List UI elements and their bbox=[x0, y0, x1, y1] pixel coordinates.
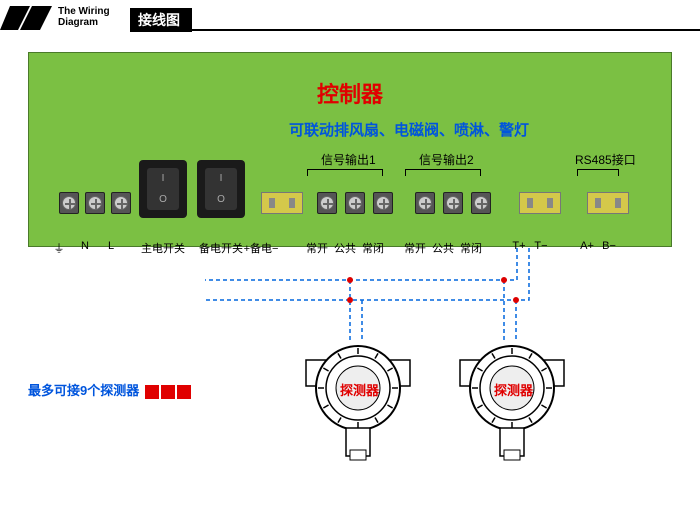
detector-unit bbox=[298, 332, 418, 472]
detector-icon bbox=[298, 332, 418, 472]
terminal-label: T+ bbox=[512, 240, 525, 252]
ellipsis-square bbox=[177, 385, 191, 399]
ellipsis-square bbox=[161, 385, 175, 399]
terminal-label: 公共 bbox=[432, 240, 454, 256]
terminal-screw bbox=[415, 192, 435, 214]
max-detectors-note: 最多可接9个探测器 bbox=[28, 380, 191, 399]
terminal-screw bbox=[59, 192, 79, 214]
terminal-label: 常开 bbox=[306, 240, 328, 256]
detector-label: 探测器 bbox=[494, 380, 533, 399]
controller-title: 控制器 bbox=[29, 77, 671, 109]
header-en-line2: Diagram bbox=[58, 17, 98, 28]
header-bar: The Wiring Diagram 接线图 bbox=[0, 6, 700, 30]
detector-label: 探测器 bbox=[340, 380, 379, 399]
power-switch[interactable]: IO bbox=[139, 160, 187, 218]
terminal-label: T− bbox=[534, 240, 547, 252]
terminal-screw bbox=[373, 192, 393, 214]
terminal-screw bbox=[111, 192, 131, 214]
terminal-row bbox=[39, 192, 661, 218]
terminal-block-yellow bbox=[587, 192, 629, 214]
terminal-label: 常闭 bbox=[362, 240, 384, 256]
label-signal-out2: 信号输出2 bbox=[419, 151, 474, 168]
detector-unit bbox=[452, 332, 572, 472]
header-subtitle-en: The Wiring Diagram bbox=[58, 6, 110, 28]
terminal-label: B− bbox=[602, 240, 616, 252]
max-detectors-text: 最多可接9个探测器 bbox=[28, 383, 139, 398]
terminal-screw bbox=[471, 192, 491, 214]
terminal-label: L bbox=[108, 240, 114, 252]
power-switch[interactable]: IO bbox=[197, 160, 245, 218]
bracket-rs485 bbox=[577, 169, 619, 170]
controller-panel: 控制器 可联动排风扇、电磁阀、喷淋、警灯 信号输出1 信号输出2 RS485接口… bbox=[28, 52, 672, 247]
terminal-label: +备电− bbox=[244, 240, 279, 256]
switch-label: 备电开关 bbox=[199, 240, 243, 256]
label-rs485: RS485接口 bbox=[575, 151, 636, 168]
terminal-label: 公共 bbox=[334, 240, 356, 256]
label-signal-out1: 信号输出1 bbox=[321, 151, 376, 168]
switch-label: 主电开关 bbox=[141, 240, 185, 256]
terminal-block-yellow bbox=[519, 192, 561, 214]
ellipsis-square bbox=[145, 385, 159, 399]
terminal-label: 常闭 bbox=[460, 240, 482, 256]
terminal-screw bbox=[443, 192, 463, 214]
terminal-block-yellow bbox=[261, 192, 303, 214]
header-underline bbox=[130, 29, 700, 31]
header-en-line1: The Wiring bbox=[58, 6, 110, 17]
terminal-screw bbox=[317, 192, 337, 214]
bracket-out2 bbox=[405, 169, 481, 170]
linkage-text: 可联动排风扇、电磁阀、喷淋、警灯 bbox=[289, 119, 529, 140]
terminal-label: 常开 bbox=[404, 240, 426, 256]
detector-icon bbox=[452, 332, 572, 472]
terminal-screw bbox=[345, 192, 365, 214]
terminal-label: N bbox=[81, 240, 89, 252]
terminal-label: ⏚ bbox=[54, 240, 65, 256]
bracket-out1 bbox=[307, 169, 383, 170]
terminal-screw bbox=[85, 192, 105, 214]
terminal-label: A+ bbox=[580, 240, 594, 252]
